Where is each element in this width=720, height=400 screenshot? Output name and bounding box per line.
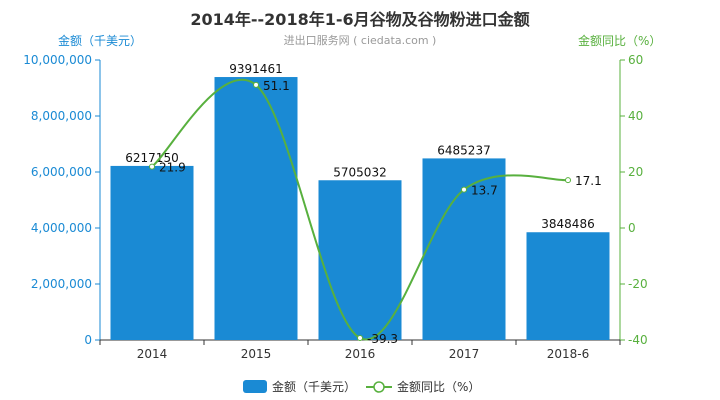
legend-item-line[interactable]: 金额同比（%）: [366, 378, 480, 395]
legend-item-bar[interactable]: 金额（千美元）: [243, 378, 356, 395]
right-tick-label: 60: [628, 53, 643, 67]
right-tick-label: 20: [628, 165, 643, 179]
left-tick-label: 4,000,000: [31, 221, 92, 235]
yoy-value-label: -39.3: [367, 332, 398, 346]
legend-line-label: 金额同比（%）: [397, 380, 481, 394]
yoy-line: [151, 78, 569, 341]
yoy-point: [149, 163, 155, 170]
bar-value-label: 9391461: [229, 62, 282, 76]
right-tick-label: -40: [628, 333, 648, 347]
legend-line-swatch: [366, 380, 392, 394]
yoy-point: [253, 81, 259, 88]
yoy-point: [461, 186, 467, 193]
right-tick-label: 40: [628, 109, 643, 123]
left-tick-label: 6,000,000: [31, 165, 92, 179]
left-tick-label: 2,000,000: [31, 277, 92, 291]
x-tick-label: 2014: [137, 347, 168, 361]
yoy-value-label: 17.1: [575, 174, 602, 188]
left-tick-label: 8,000,000: [31, 109, 92, 123]
bar: [110, 165, 194, 340]
x-tick-label: 2017: [449, 347, 480, 361]
left-tick-label: 10,000,000: [23, 53, 92, 67]
yoy-value-label: 13.7: [471, 184, 498, 198]
chart-subtitle: 进出口服务网 ( ciedata.com ): [283, 34, 437, 47]
yoy-value-label: 51.1: [263, 79, 290, 93]
left-axis-name: 金额（千美元）: [58, 34, 143, 48]
yoy-point: [357, 335, 363, 342]
bar-value-label: 6485237: [437, 143, 490, 157]
bar-value-label: 5705032: [333, 165, 386, 179]
legend-bar-label: 金额（千美元）: [272, 380, 357, 394]
bar-value-label: 3848486: [541, 217, 594, 231]
bar: [526, 232, 610, 340]
bar: [318, 180, 402, 340]
bar: [214, 77, 298, 340]
x-tick-label: 2015: [241, 347, 272, 361]
legend-bar-swatch: [243, 380, 267, 393]
right-tick-label: -20: [628, 277, 648, 291]
yoy-point: [565, 177, 571, 184]
bar-value-label: 6217150: [125, 151, 178, 165]
right-axis-name: 金额同比（%）: [578, 34, 662, 48]
left-tick-label: 0: [84, 333, 92, 347]
right-tick-label: 0: [628, 221, 636, 235]
chart-title: 2014年--2018年1-6月谷物及谷物粉进口金额: [190, 10, 530, 29]
yoy-value-label: 21.9: [159, 161, 186, 175]
x-tick-label: 2018-6: [547, 347, 590, 361]
x-tick-label: 2016: [345, 347, 376, 361]
